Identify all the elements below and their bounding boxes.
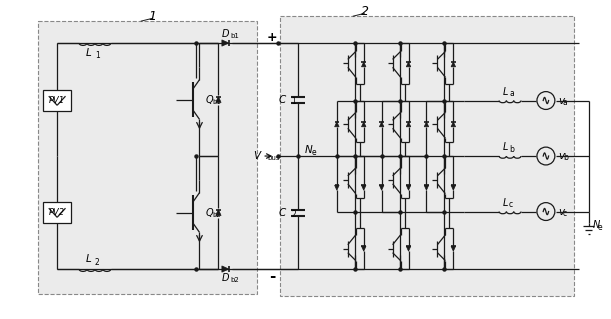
Text: 1: 1 xyxy=(291,97,296,106)
Polygon shape xyxy=(362,62,366,67)
Text: PV1: PV1 xyxy=(49,96,65,105)
Polygon shape xyxy=(216,210,221,216)
Polygon shape xyxy=(216,97,221,102)
Polygon shape xyxy=(379,185,384,190)
Text: b2: b2 xyxy=(213,211,221,218)
Text: Q: Q xyxy=(205,208,213,218)
Polygon shape xyxy=(335,122,339,127)
Text: V: V xyxy=(253,151,260,161)
Text: v: v xyxy=(558,206,564,217)
Text: b: b xyxy=(509,145,514,153)
Text: 1: 1 xyxy=(95,51,100,60)
Polygon shape xyxy=(379,122,384,127)
Polygon shape xyxy=(362,185,366,190)
Bar xyxy=(280,16,574,296)
Text: 2: 2 xyxy=(291,210,296,219)
Text: c: c xyxy=(563,209,567,218)
Text: N: N xyxy=(305,145,313,155)
Text: C: C xyxy=(279,208,286,218)
Polygon shape xyxy=(424,185,429,190)
Polygon shape xyxy=(362,122,366,127)
Polygon shape xyxy=(362,246,366,251)
Polygon shape xyxy=(406,246,411,251)
Text: 1: 1 xyxy=(148,10,156,23)
Text: Q: Q xyxy=(205,94,213,105)
Text: a: a xyxy=(509,89,514,98)
Text: D: D xyxy=(222,29,229,39)
Polygon shape xyxy=(451,246,456,251)
Polygon shape xyxy=(406,62,411,67)
Text: PV2: PV2 xyxy=(49,208,65,217)
Text: N: N xyxy=(593,220,600,230)
Polygon shape xyxy=(335,185,339,190)
Text: 2: 2 xyxy=(95,258,100,267)
Text: b2: b2 xyxy=(230,277,239,283)
Text: b1: b1 xyxy=(230,33,240,39)
Polygon shape xyxy=(222,266,229,272)
Text: C: C xyxy=(279,94,286,105)
Polygon shape xyxy=(406,185,411,190)
Text: +: + xyxy=(267,31,277,44)
Polygon shape xyxy=(424,122,429,127)
Text: c: c xyxy=(509,200,513,209)
Polygon shape xyxy=(451,122,456,127)
Bar xyxy=(43,90,71,111)
Text: L: L xyxy=(86,254,92,264)
Text: -: - xyxy=(269,270,276,285)
Bar xyxy=(43,202,71,223)
Text: L: L xyxy=(502,86,508,97)
Bar xyxy=(38,21,257,294)
Text: D: D xyxy=(222,273,229,283)
Text: b: b xyxy=(563,153,568,162)
Text: v: v xyxy=(558,151,564,161)
Text: L: L xyxy=(502,142,508,152)
Text: v: v xyxy=(558,95,564,106)
Text: 2: 2 xyxy=(360,5,368,18)
Text: a: a xyxy=(563,98,568,107)
Text: bus: bus xyxy=(267,155,280,161)
Polygon shape xyxy=(406,122,411,127)
Polygon shape xyxy=(451,62,456,67)
Polygon shape xyxy=(222,40,229,46)
Text: e: e xyxy=(312,148,316,157)
Text: b1: b1 xyxy=(213,99,221,105)
Text: e: e xyxy=(598,223,602,232)
Text: L: L xyxy=(86,48,92,58)
Polygon shape xyxy=(451,185,456,190)
Text: L: L xyxy=(502,198,508,208)
